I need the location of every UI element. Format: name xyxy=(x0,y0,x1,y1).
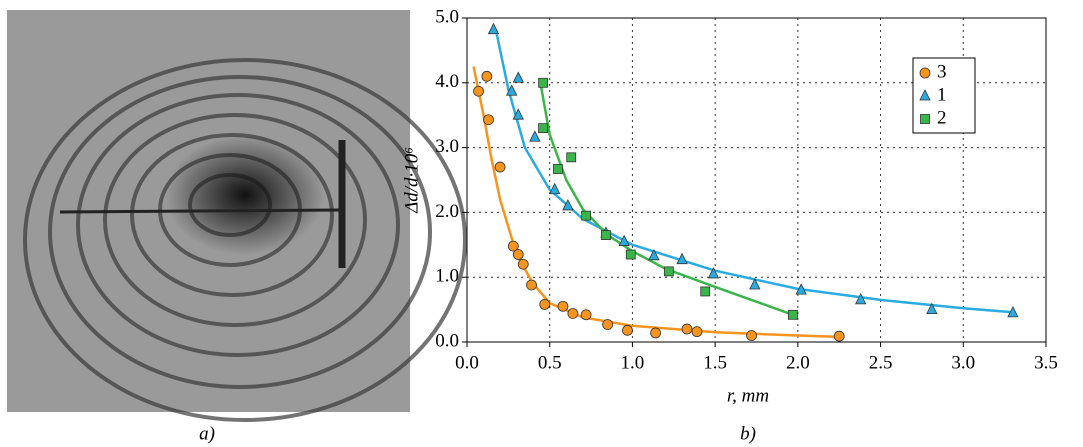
point xyxy=(506,84,518,96)
point xyxy=(1007,305,1019,318)
x-tick-label: 3.5 xyxy=(1034,352,1058,373)
point xyxy=(512,108,524,120)
point xyxy=(648,248,660,261)
point xyxy=(625,249,636,260)
plot-frame xyxy=(466,17,1047,343)
point xyxy=(663,266,674,277)
x-tick-label: 0.0 xyxy=(455,352,479,373)
photo xyxy=(7,10,467,422)
point xyxy=(512,249,524,260)
x-tick-label: 2.0 xyxy=(786,352,810,373)
point xyxy=(787,309,798,320)
point xyxy=(473,85,484,97)
point xyxy=(557,300,569,312)
point xyxy=(494,161,506,173)
x-tick-label: 0.5 xyxy=(538,352,562,373)
point xyxy=(538,123,548,134)
point xyxy=(746,330,757,341)
point xyxy=(833,330,845,342)
point xyxy=(749,278,761,290)
point xyxy=(676,252,688,265)
point xyxy=(707,267,720,279)
caption: b) xyxy=(740,423,756,444)
y-axis-label: Δd/d·10⁶ xyxy=(401,147,422,214)
point xyxy=(681,323,693,335)
point xyxy=(539,299,551,310)
point xyxy=(691,326,703,338)
point xyxy=(581,210,592,221)
point xyxy=(700,286,711,297)
y-tick-label: 3.0 xyxy=(435,136,459,157)
point xyxy=(481,70,493,82)
y-tick-label: 2.0 xyxy=(435,201,459,222)
point xyxy=(618,234,630,246)
point xyxy=(795,283,807,295)
point xyxy=(650,327,661,339)
y-tick-label: 4.0 xyxy=(435,71,459,92)
point xyxy=(602,319,614,330)
y-tick-label: 5.0 xyxy=(435,6,459,27)
legend-label: 3 xyxy=(937,61,947,82)
point xyxy=(566,152,577,163)
point xyxy=(483,114,494,126)
x-tick-label: 2.5 xyxy=(869,352,893,373)
x-tick-label: 1.5 xyxy=(703,352,727,373)
point xyxy=(855,292,867,305)
point xyxy=(529,130,541,142)
point xyxy=(549,182,561,195)
legend-marker xyxy=(919,67,931,79)
fit-curve xyxy=(495,33,1014,314)
point xyxy=(580,309,592,321)
x-axis-label: r, mm xyxy=(727,385,769,406)
point xyxy=(562,199,574,211)
legend-marker xyxy=(919,89,931,101)
x-tick-label: 1.0 xyxy=(621,352,645,373)
legend-label: 1 xyxy=(937,84,947,105)
point xyxy=(538,77,548,88)
point xyxy=(517,258,529,270)
point xyxy=(567,308,579,319)
point xyxy=(622,324,633,336)
point xyxy=(512,71,524,83)
x-tick-label: 3.0 xyxy=(951,352,975,373)
point xyxy=(601,230,611,240)
point xyxy=(553,164,563,174)
point xyxy=(526,279,537,291)
y-tick-label: 0.0 xyxy=(435,330,459,351)
legend-marker xyxy=(920,114,930,124)
caption: a) xyxy=(199,423,215,444)
legend-label: 2 xyxy=(937,107,947,128)
point xyxy=(926,302,938,314)
y-tick-label: 1.0 xyxy=(435,266,459,287)
point xyxy=(507,240,519,252)
fit-curve xyxy=(472,66,840,339)
point xyxy=(487,22,500,35)
